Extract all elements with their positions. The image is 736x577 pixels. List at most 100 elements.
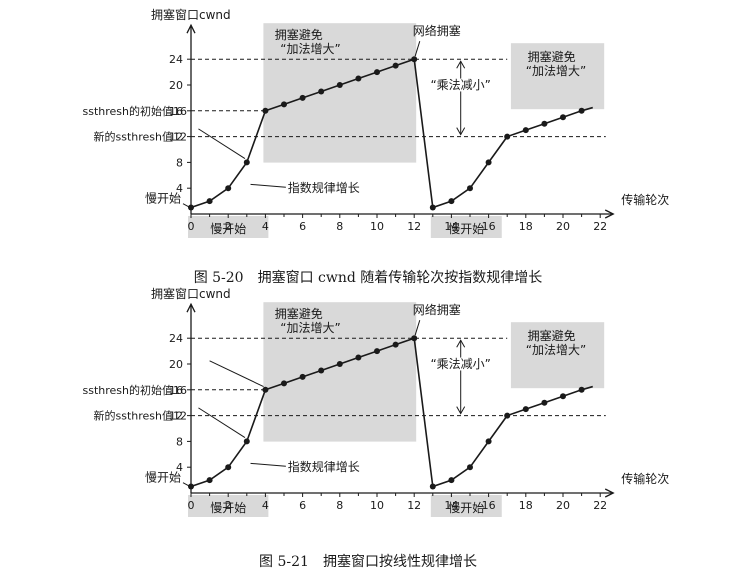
data-point [225,464,232,471]
data-point [206,198,213,205]
ssthresh-pointer-2 [209,360,264,388]
data-point [448,477,455,484]
data-point [281,101,287,108]
data-point [448,198,455,205]
data-point [429,204,436,211]
exp-growth-pointer [250,462,286,467]
x-tick-label: 16 [482,220,496,233]
x-tick-label: 22 [593,220,607,233]
data-point [392,341,399,348]
cwnd-series-line [190,337,582,488]
congestion-pointer [414,41,421,57]
figure-caption: 图 5-20 拥塞窗口 cwnd 随着传输轮次按指数规律增长 [194,269,543,286]
ssthresh-pointer [198,407,246,438]
x-tick-label: 18 [519,220,533,233]
y-tick-label: 8 [176,156,183,169]
y-axis-label: 拥塞窗口cwnd [151,7,231,22]
arrowhead-down [456,127,466,136]
x-tick-label: 20 [556,499,570,512]
data-point [299,94,306,101]
data-point [355,75,362,82]
data-point [206,477,213,484]
slow-start-bottom-1: 慢开始 [210,501,246,515]
congestion-label: 网络拥塞 [413,23,461,38]
data-point [262,107,269,114]
congestion-label: 网络拥塞 [413,302,461,317]
y-tick-label: 12 [169,131,183,144]
data-point [541,399,548,406]
data-point [243,438,250,445]
congestion-avoidance-box-1 [263,23,417,163]
y-tick-label: 4 [176,461,183,474]
data-point [374,69,380,76]
data-point [578,107,585,114]
data-point [318,367,325,374]
slow-start-pointer [182,203,190,208]
x-tick-label: 8 [336,220,343,233]
slow-start-bottom-2: 慢开始 [448,501,484,515]
x-tick-label: 18 [519,499,533,512]
data-point [504,133,511,140]
data-point [485,438,492,445]
exp-growth-pointer [250,183,286,188]
y-tick-label: 24 [169,53,183,66]
ssthresh-new-label: 新的ssthresh值12 [94,130,188,144]
data-point [188,483,194,490]
y-tick-label: 8 [176,435,183,448]
arrowhead-up [456,60,466,69]
x-tick-label: 2 [225,499,232,512]
arrowhead-down [456,406,466,415]
data-point [504,412,511,419]
data-point [522,406,529,413]
x-tick-label: 16 [482,499,496,512]
data-point [541,120,548,127]
data-point [560,114,566,121]
data-point [374,348,380,355]
congestion-avoidance-box-2 [510,43,605,110]
cwnd-series-line [190,58,582,209]
y-axis-arrow [186,23,196,34]
ca-box-2-label-2: “加法增大” [526,343,586,357]
congestion-pointer [414,320,421,336]
x-tick-label: 20 [556,220,570,233]
data-point [392,62,399,69]
y-tick-label: 24 [169,332,183,345]
slow-start-pointer [182,482,190,487]
x-axis-label: 传输轮次 [621,471,669,486]
x-tick-label: 22 [593,499,607,512]
y-tick-label: 20 [169,358,183,371]
slow-start-bottom-1: 慢开始 [210,222,246,236]
data-point [467,464,473,471]
x-tick-label: 12 [407,220,421,233]
slow-start-bottom-2: 慢开始 [448,222,484,236]
x-tick-label: 0 [188,220,195,233]
x-tick-label: 6 [299,220,306,233]
ssthresh-pointer [198,128,246,159]
x-axis-arrow [604,209,615,219]
x-tick-label: 2 [225,220,232,233]
data-point [281,380,287,387]
ssthresh-new-label: 新的ssthresh值12 [94,409,188,423]
slow-start-box-1 [188,495,269,517]
x-tick-label: 14 [444,499,458,512]
x-tick-label: 0 [188,499,195,512]
x-tick-label: 8 [336,499,343,512]
data-point [299,373,306,380]
slow-start-label: 慢开始 [145,470,181,484]
congestion-avoidance-box-1 [263,302,417,442]
data-point [225,185,232,192]
data-point [336,82,343,88]
exp-growth-label: 指数规律增长 [288,459,360,474]
data-point [578,386,585,393]
slow-start-box-2 [430,495,502,517]
x-tick-label: 4 [262,499,269,512]
x-tick-label: 6 [299,499,306,512]
ca-box-2-label-2: “加法增大” [526,64,586,78]
data-point [467,185,473,192]
x-tick-label: 14 [444,220,458,233]
figure-caption: 图 5-21 拥塞窗口按线性规律增长 [259,553,477,570]
data-point [336,361,343,367]
